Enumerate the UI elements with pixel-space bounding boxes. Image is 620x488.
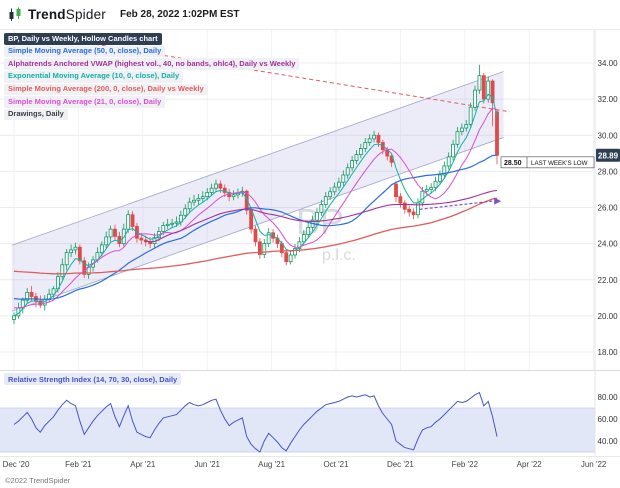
legend-item-ema10[interactable]: Exponential Moving Average (10, 0, close…: [4, 70, 184, 83]
projection-line[interactable]: [419, 200, 493, 210]
svg-text:24.00: 24.00: [598, 240, 619, 249]
svg-text:LAST WEEK'S LOW: LAST WEEK'S LOW: [531, 160, 588, 167]
time-tick-label: Dec '20: [2, 460, 30, 469]
overlay-sma21[interactable]: [13, 107, 498, 309]
svg-text:20.00: 20.00: [598, 312, 619, 321]
chart-legend: BP, Daily vs Weekly, Hollow Candles char…: [4, 33, 300, 121]
last-weeks-low-annotation[interactable]: 28.50 LAST WEEK'S LOW: [500, 156, 595, 169]
time-tick-label: Apr '22: [516, 460, 542, 469]
time-axis[interactable]: Dec '20 Feb '21 Apr '21 Jun '21 Aug '21 Oct '…: [0, 456, 620, 473]
overlay-ema10[interactable]: [13, 93, 498, 317]
legend-item-sma50[interactable]: Simple Moving Average (50, 0, close), Da…: [4, 45, 166, 58]
chart-area: BP p.l.c. 34.00 32.00 30.00 28.00 26.00 24.00 22…: [0, 30, 620, 473]
rsi-pane-canvas[interactable]: 80.00 60.00 40.00: [0, 370, 620, 456]
svg-text:80.00: 80.00: [598, 393, 619, 402]
time-tick-label: Jun '22: [580, 460, 607, 469]
svg-text:30.00: 30.00: [598, 131, 619, 140]
svg-text:28.89: 28.89: [598, 151, 619, 160]
time-tick-label: Feb '22: [451, 460, 479, 469]
projection-arrow-icon[interactable]: [494, 197, 502, 205]
time-tick-label: Feb '21: [65, 460, 92, 469]
legend-item-symbol[interactable]: BP, Daily vs Weekly, Hollow Candles char…: [4, 33, 162, 45]
overlay-sma200[interactable]: [13, 197, 498, 275]
time-tick-label: Oct '21: [323, 460, 349, 469]
rsi-line: [13, 391, 498, 453]
copyright-text: ©2022 TrendSpider: [5, 476, 71, 485]
legend-item-vwap[interactable]: Alphatrends Anchored VWAP (highest vol.,…: [4, 58, 300, 70]
last-price-badge: 28.89: [596, 148, 620, 162]
svg-text:22.00: 22.00: [598, 276, 619, 285]
svg-text:26.00: 26.00: [598, 204, 619, 213]
rsi-indicator-label[interactable]: Relative Strength Index (14, 70, 30, clo…: [4, 373, 182, 385]
footer: ©2022 TrendSpider: [0, 473, 620, 488]
svg-text:60.00: 60.00: [598, 415, 619, 424]
time-tick-label: Aug '21: [258, 460, 286, 469]
trendspider-logo-icon: [9, 7, 21, 21]
svg-text:40.00: 40.00: [598, 437, 619, 446]
legend-item-sma21[interactable]: Simple Moving Average (21, 0, close), Da…: [4, 96, 166, 108]
time-tick-label: Apr '21: [130, 460, 156, 469]
brand-trend: Trend: [28, 7, 66, 22]
brand-spider: Spider: [65, 7, 106, 22]
brand-text: TrendSpider: [28, 7, 106, 22]
overlay-sma50[interactable]: [13, 154, 498, 300]
svg-text:34.00: 34.00: [598, 59, 619, 68]
header: TrendSpider Feb 28, 2022 1:02PM EST: [0, 0, 620, 30]
trendspider-logo[interactable]: TrendSpider: [8, 7, 106, 22]
svg-text:28.50: 28.50: [504, 160, 522, 167]
svg-text:p.l.c.: p.l.c.: [322, 247, 356, 264]
trend-channel[interactable]: [11, 71, 504, 312]
legend-item-drawings[interactable]: Drawings, Daily: [4, 108, 68, 121]
svg-text:28.00: 28.00: [598, 167, 619, 176]
overlay-vwap[interactable]: [145, 189, 498, 243]
chart-timestamp: Feb 28, 2022 1:02PM EST: [120, 9, 240, 20]
legend-item-sma200[interactable]: Simple Moving Average (200, 0, close), D…: [4, 83, 208, 96]
svg-text:32.00: 32.00: [598, 95, 619, 104]
rsi-band: [0, 408, 595, 452]
price-axis: 34.00 32.00 30.00 28.00 26.00 24.00 22.00 20.00…: [598, 59, 619, 357]
time-tick-label: Dec '21: [386, 460, 414, 469]
time-tick-label: Jun '21: [194, 460, 220, 469]
svg-text:18.00: 18.00: [598, 348, 619, 357]
